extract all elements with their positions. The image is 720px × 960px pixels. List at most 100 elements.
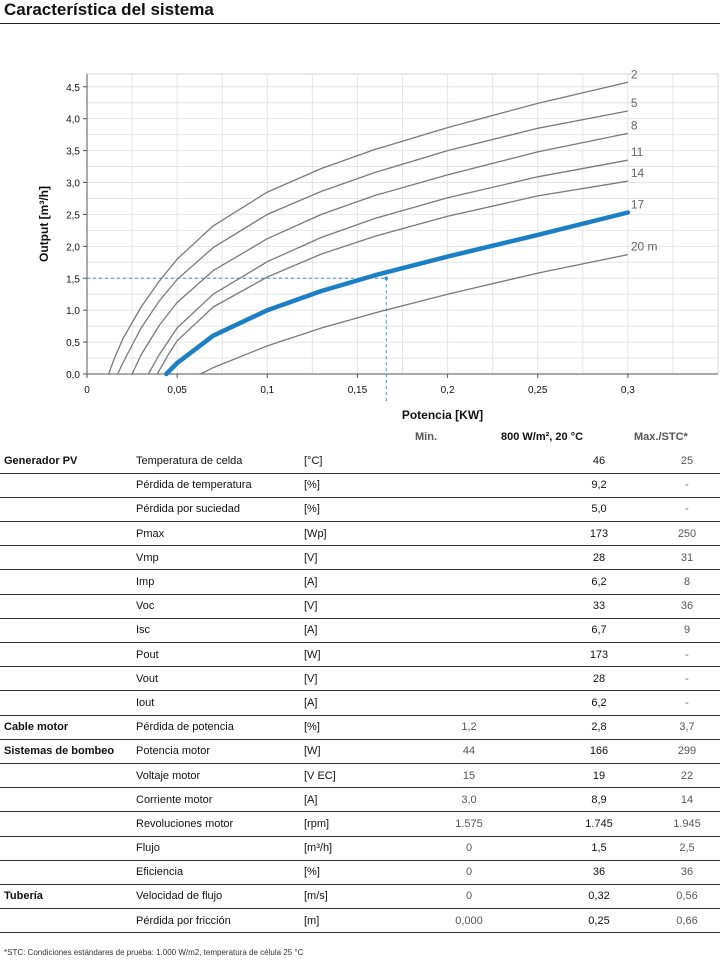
row-parameter: Pérdida por fricción <box>130 908 296 934</box>
series-label: 2 <box>631 67 638 81</box>
row-unit: [V EC] <box>296 763 394 789</box>
row-parameter: Temperatura de celda <box>130 449 296 474</box>
row-max-value: 8 <box>654 569 720 595</box>
x-tick-label: 0,2 <box>441 385 455 396</box>
row-min-value <box>394 545 544 571</box>
x-axis-title: Potencia [KW] <box>402 408 483 422</box>
row-group: Tubería <box>0 884 130 910</box>
row-parameter: Iout <box>130 690 296 716</box>
series-label: 11 <box>631 145 644 159</box>
row-min-value: 1.575 <box>394 811 544 837</box>
table-row: Isc [A] 6,7 9 <box>0 618 720 644</box>
series-label: 5 <box>631 96 638 110</box>
row-unit: [m] <box>296 908 394 934</box>
footnote: *STC: Condiciones estándares de prueba: … <box>4 948 304 957</box>
row-min-value <box>394 569 544 595</box>
table-row: Tubería Velocidad de flujo [m/s] 0 0,32 0,56 <box>0 884 720 910</box>
table-row: Pmax [Wp] 173 250 <box>0 521 720 547</box>
row-unit: [W] <box>296 642 394 668</box>
row-unit: [V] <box>296 545 394 571</box>
row-unit: [V] <box>296 594 394 619</box>
row-parameter: Pout <box>130 642 296 668</box>
row-group <box>0 787 130 813</box>
row-max-value: 36 <box>654 860 720 885</box>
x-tick-label: 0,15 <box>348 385 368 396</box>
series-line <box>131 132 629 375</box>
operating-point <box>384 276 389 281</box>
row-min-value: 15 <box>394 763 544 789</box>
row-parameter: Voc <box>130 594 296 619</box>
row-parameter: Vout <box>130 666 296 692</box>
row-nominal-value: 28 <box>544 545 654 571</box>
row-max-value: 14 <box>654 787 720 813</box>
row-nominal-value: 0,32 <box>544 884 654 910</box>
row-parameter: Voltaje motor <box>130 763 296 789</box>
y-tick-label: 0,5 <box>66 338 80 349</box>
row-unit: [°C] <box>296 449 394 474</box>
row-min-value <box>394 521 544 547</box>
table-row: Voc [V] 33 36 <box>0 594 720 619</box>
row-min-value: 0,000 <box>394 908 544 934</box>
row-min-value <box>394 449 544 474</box>
row-nominal-value: 36 <box>544 860 654 885</box>
series-label: 14 <box>631 166 645 180</box>
y-axis-title: Output [m³/h] <box>37 186 51 262</box>
table-row: Voltaje motor [V EC] 15 19 22 <box>0 763 720 789</box>
row-unit: [W] <box>296 739 394 764</box>
y-tick-label: 3,5 <box>66 147 80 158</box>
series-line <box>200 253 629 375</box>
row-unit: [V] <box>296 666 394 692</box>
x-tick-label: 0,25 <box>528 385 548 396</box>
series-label: 20 m <box>631 240 658 254</box>
row-parameter: Pmax <box>130 521 296 547</box>
row-unit: [A] <box>296 690 394 716</box>
table-row: Pérdida por suciedad [%] 5,0- <box>0 497 720 523</box>
row-unit: [%] <box>296 497 394 523</box>
table-row: Cable motor Pérdida de potencia [%] 1,2 2,8 3… <box>0 715 720 740</box>
row-group <box>0 618 130 644</box>
row-unit: [rpm] <box>296 811 394 837</box>
table-row: Pout [W] 173- <box>0 642 720 668</box>
x-tick-label: 0,1 <box>260 385 274 396</box>
row-max-value: 0,66 <box>654 908 720 934</box>
row-min-value <box>394 497 544 523</box>
row-group <box>0 690 130 716</box>
row-min-value <box>394 618 544 644</box>
row-max-value: 2,5 <box>654 836 720 861</box>
row-nominal-value: 6,2 <box>544 690 654 716</box>
x-tick-label: 0 <box>84 385 90 396</box>
y-tick-label: 0,0 <box>66 370 80 381</box>
row-nominal-value: 19 <box>544 763 654 789</box>
row-max-value: - <box>654 666 720 692</box>
row-nominal-value: 8,9 <box>544 787 654 813</box>
row-max-value: 250 <box>654 521 720 547</box>
row-max-value: - <box>654 497 720 523</box>
row-nominal-value: 1.745 <box>544 811 654 837</box>
col-header-min: Min. <box>415 431 437 443</box>
row-unit: [A] <box>296 787 394 813</box>
table-row: Revoluciones motor [rpm] 1.575 1.745 1.945 <box>0 811 720 837</box>
row-nominal-value: 166 <box>544 739 654 764</box>
y-tick-label: 4,0 <box>66 115 80 126</box>
row-group <box>0 763 130 789</box>
row-group: Generador PV <box>0 449 130 474</box>
row-nominal-value: 6,2 <box>544 569 654 595</box>
y-tick-label: 1,0 <box>66 306 80 317</box>
table-row: Generador PV Temperatura de celda [°C] 46 25 <box>0 449 720 474</box>
row-nominal-value: 0,25 <box>544 908 654 934</box>
row-parameter: Potencia motor <box>130 739 296 764</box>
row-max-value: - <box>654 642 720 668</box>
row-group <box>0 811 130 837</box>
row-group <box>0 594 130 619</box>
row-unit: [Wp] <box>296 521 394 547</box>
table-row: Vmp [V] 28 31 <box>0 545 720 571</box>
row-min-value <box>394 594 544 619</box>
table-row: Sistemas de bombeo Potencia motor [W] 44 166… <box>0 739 720 764</box>
row-nominal-value: 2,8 <box>544 715 654 740</box>
row-unit: [%] <box>296 473 394 498</box>
row-unit: [m³/h] <box>296 836 394 861</box>
row-max-value: 25 <box>654 449 720 474</box>
row-nominal-value: 46 <box>544 449 654 474</box>
title-divider <box>0 23 720 24</box>
row-parameter: Revoluciones motor <box>130 811 296 837</box>
